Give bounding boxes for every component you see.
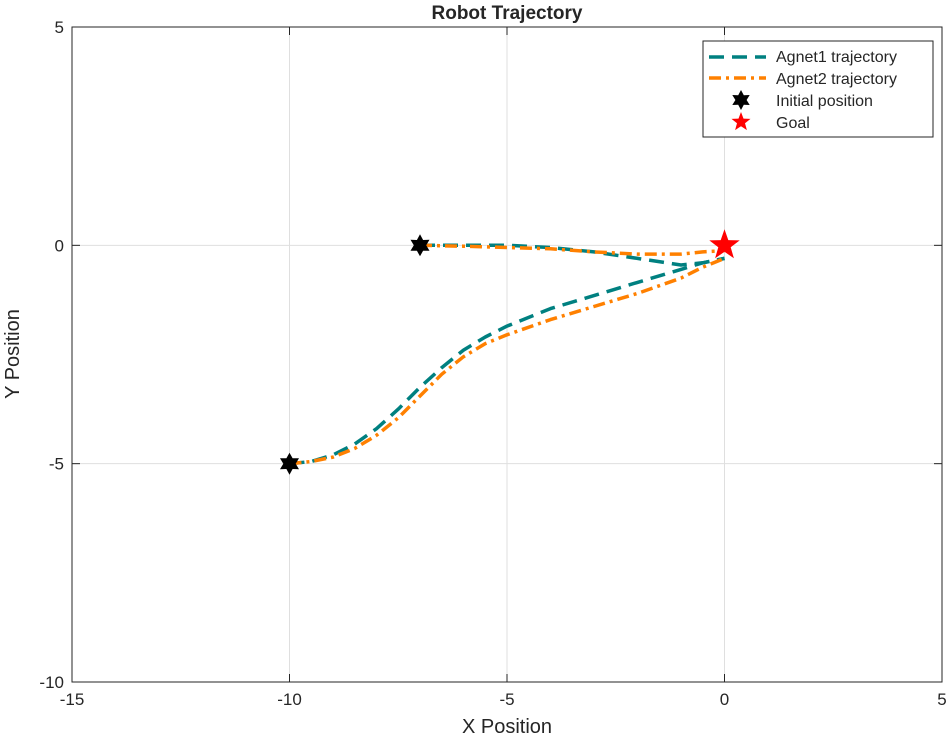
y-tick-label: 5	[55, 18, 64, 37]
hexagram-icon	[732, 90, 750, 110]
trajectory-line-agent2	[289, 256, 726, 466]
star-icon	[731, 112, 751, 131]
chart-title: Robot Trajectory	[432, 3, 583, 24]
x-tick-label: 0	[720, 690, 729, 709]
legend-marker-goal	[731, 112, 751, 131]
x-tick-label: 5	[937, 690, 946, 709]
x-tick-label: -15	[60, 690, 85, 709]
y-tick-label: -10	[39, 673, 64, 692]
initial-position-marker	[410, 234, 430, 257]
legend-marker-initial	[732, 90, 750, 110]
legend-label-goal: Goal	[776, 115, 810, 132]
goal-marker	[709, 229, 740, 259]
legend-label-agent1: Agnet1 trajectory	[776, 49, 897, 66]
trajectory-line-agent2	[419, 243, 725, 256]
x-tick-label: -10	[277, 690, 302, 709]
x-axis-label: X Position	[462, 716, 552, 737]
legend: Agnet1 trajectory Agnet2 trajectory Init…	[702, 40, 934, 138]
legend-label-agent2: Agnet2 trajectory	[776, 71, 897, 88]
y-tick-label: -5	[49, 455, 64, 474]
y-tick-label: 0	[55, 236, 64, 255]
initial-position-marker	[280, 452, 299, 475]
legend-label-initial: Initial position	[776, 93, 873, 110]
x-tick-label: -5	[499, 690, 514, 709]
trajectory-line-agent1	[289, 256, 725, 466]
y-axis-label: Y Position	[2, 309, 24, 399]
